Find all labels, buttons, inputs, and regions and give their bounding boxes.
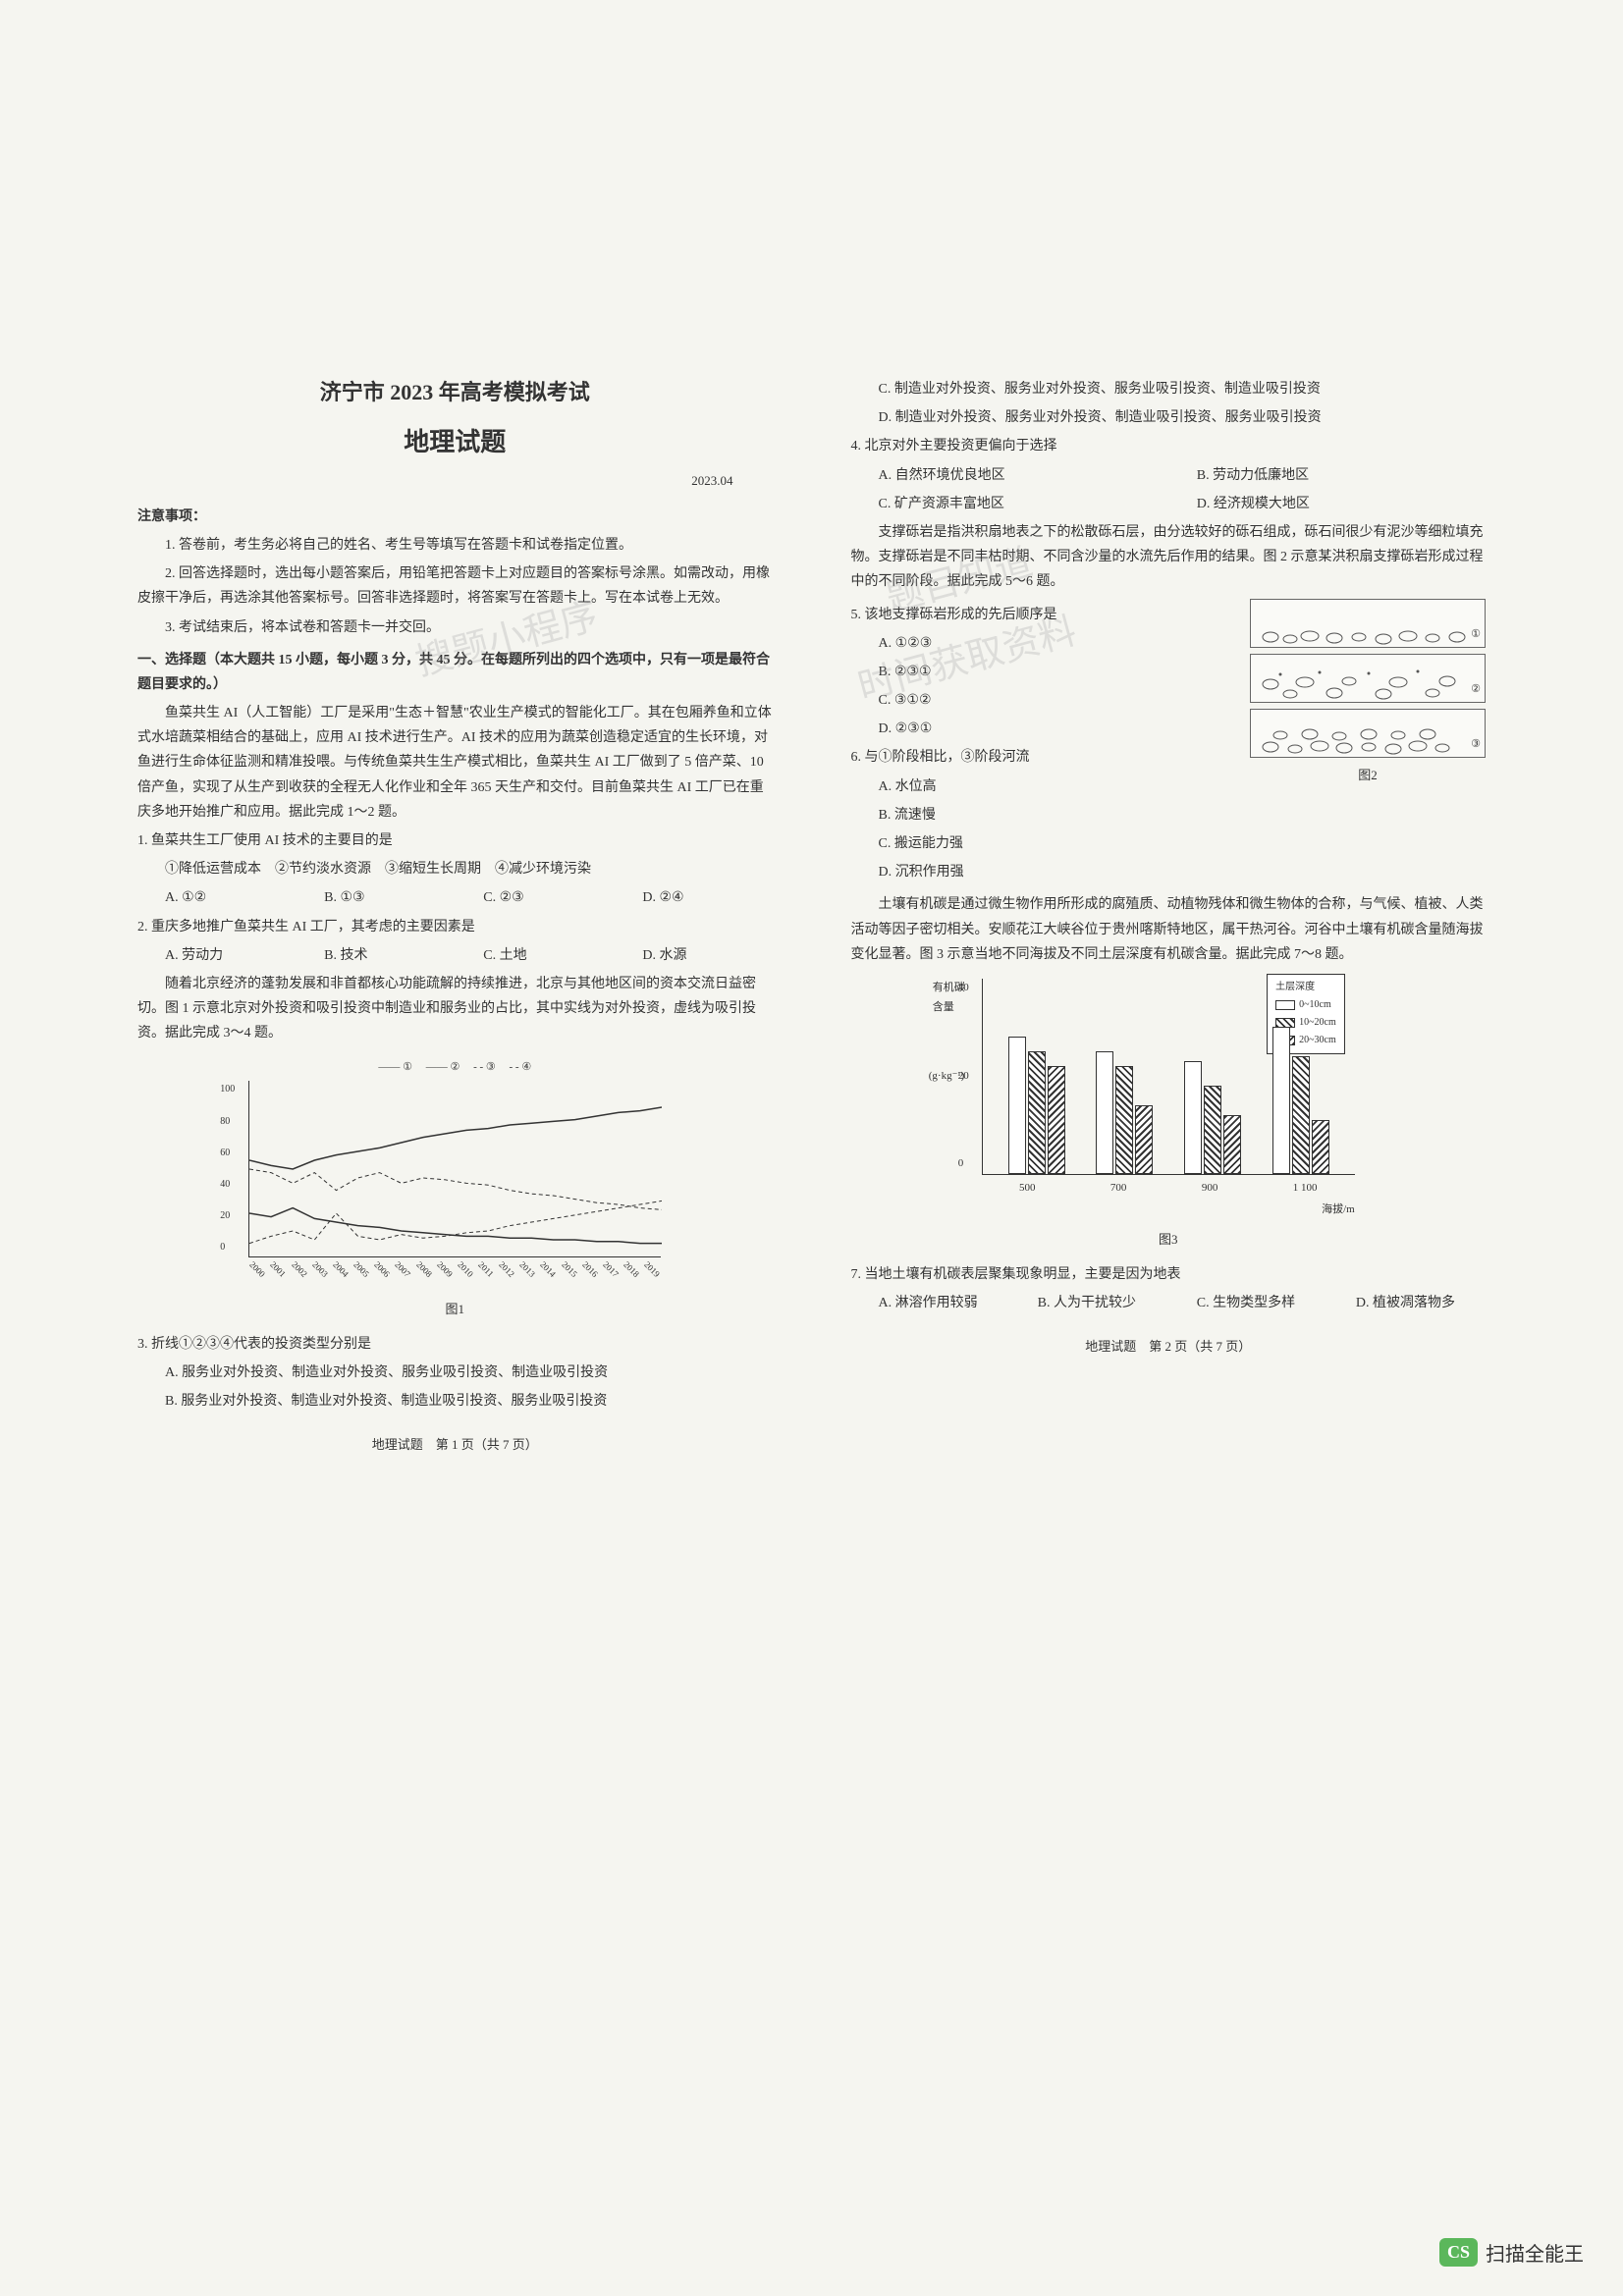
instructions-label: 注意事项：: [137, 505, 773, 529]
chart1-xaxis: 2000200120022003200420052006200720082009…: [248, 1261, 661, 1277]
chart3-plot: 40 20 0 (g·kg⁻¹): [982, 979, 1355, 1175]
chart3-caption: 图3: [982, 1228, 1355, 1251]
chart1-yaxis: 100 80 60 40 20 0: [220, 1081, 235, 1256]
q2-stem: 2. 重庆多地推广鱼菜共生 AI 工厂，其考虑的主要因素是: [137, 915, 773, 939]
instruction-item: 1. 答卷前，考生务必将自己的姓名、考生号等填写在答题卡和试卷指定位置。: [137, 533, 773, 558]
option-d: D. 植被凋落物多: [1356, 1291, 1486, 1315]
q7-options: A. 淋溶作用较弱 B. 人为干扰较少 C. 生物类型多样 D. 植被凋落物多: [851, 1291, 1487, 1315]
cs-icon: CS: [1439, 2238, 1478, 2267]
passage-text: 随着北京经济的蓬勃发展和非首都核心功能疏解的持续推进，北京与其他地区间的资本交流…: [137, 972, 773, 1046]
chart3-xlabel: 海拔/m: [982, 1201, 1355, 1220]
q4-options-1: A. 自然环境优良地区 B. 劳动力低廉地区: [851, 463, 1487, 488]
option-d: D. 沉积作用强: [851, 860, 1487, 884]
ytick: 0: [220, 1239, 235, 1256]
option-b: B. 人为干扰较少: [1038, 1291, 1167, 1315]
option-a: A. 淋溶作用较弱: [879, 1291, 1008, 1315]
chart1-plot: 100 80 60 40 20 0: [248, 1081, 661, 1257]
chart1-svg: [249, 1081, 662, 1257]
option-c: C. ②③: [483, 885, 613, 910]
option-b: B. 技术: [324, 943, 454, 968]
legend-item: —— ②: [426, 1061, 460, 1073]
section-heading: 一、选择题（本大题共 15 小题，每小题 3 分，共 45 分。在每题所列出的四…: [137, 648, 773, 697]
exam-date: 2023.04: [137, 469, 773, 492]
river-stage-3: 河面 河底 ③: [1250, 709, 1486, 758]
option-d: D. 水源: [642, 943, 772, 968]
passage-text: 支撑砾岩是指洪积扇地表之下的松散砾石层，由分选较好的砾石组成，砾石间很少有泥沙等…: [851, 520, 1487, 595]
legend-item: - - ④: [510, 1061, 532, 1073]
q1-stem: 1. 鱼菜共生工厂使用 AI 技术的主要目的是: [137, 828, 773, 853]
diagram2-caption: 图2: [1250, 764, 1486, 786]
legend-item: - - ③: [473, 1061, 496, 1073]
left-column: 济宁市 2023 年高考模拟考试 地理试题 2023.04 注意事项： 1. 答…: [137, 373, 773, 1457]
option-b: B. ①③: [324, 885, 454, 910]
stage-number: ②: [1471, 680, 1481, 700]
option-d: D. 经济规模大地区: [1197, 492, 1486, 516]
option-a: A. 劳动力: [165, 943, 295, 968]
option-a: A. 自然环境优良地区: [879, 463, 1167, 488]
q2-options: A. 劳动力 B. 技术 C. 土地 D. 水源: [137, 943, 773, 968]
page-footer: 地理试题 第 2 页（共 7 页）: [851, 1335, 1487, 1358]
instruction-item: 3. 考试结束后，将本试卷和答题卡一并交回。: [137, 615, 773, 640]
chart1-caption: 图1: [248, 1298, 661, 1320]
option-b: B. 劳动力低廉地区: [1197, 463, 1486, 488]
passage-text: 土壤有机碳是通过微生物作用所形成的腐殖质、动植物残体和微生物体的合称，与气候、植…: [851, 892, 1487, 967]
legend-item: —— ①: [378, 1061, 412, 1073]
ytick: 80: [220, 1113, 235, 1131]
ytick: 40: [958, 979, 969, 998]
option-d: D. ②④: [642, 885, 772, 910]
ytick: 0: [958, 1154, 969, 1174]
option-c: C. 生物类型多样: [1197, 1291, 1326, 1315]
diagram2: 河面 河底 ① 河面 河底 ②: [1250, 599, 1486, 786]
q4-options-2: C. 矿产资源丰富地区 D. 经济规模大地区: [851, 492, 1487, 516]
q7-stem: 7. 当地土壤有机碳表层聚集现象明显，主要是因为地表: [851, 1262, 1487, 1287]
chart1-container: —— ① —— ② - - ③ - - ④ 100 80 60 40 20 0: [248, 1058, 661, 1320]
right-column: C. 制造业对外投资、服务业对外投资、服务业吸引投资、制造业吸引投资 D. 制造…: [851, 373, 1487, 1457]
option-c: C. 搬运能力强: [851, 831, 1487, 856]
option-c: C. 矿产资源丰富地区: [879, 492, 1167, 516]
chart3-container: 有机碳含量 土层深度 0~10cm 10~20cm 20~30cm 40 20 …: [982, 979, 1355, 1251]
q1-opts-line: ①降低运营成本 ②节约淡水资源 ③缩短生长周期 ④减少环境污染: [137, 857, 773, 881]
river-stage-1: 河面 河底 ①: [1250, 599, 1486, 648]
stage-number: ①: [1471, 625, 1481, 645]
option-d: D. 制造业对外投资、服务业对外投资、制造业吸引投资、服务业吸引投资: [851, 405, 1487, 430]
option-b: B. 服务业对外投资、制造业对外投资、制造业吸引投资、服务业吸引投资: [137, 1389, 773, 1414]
stage-number: ③: [1471, 735, 1481, 755]
passage-text: 鱼菜共生 AI（人工智能）工厂是采用"生态＋智慧"农业生产模式的智能化工厂。其在…: [137, 701, 773, 825]
scanner-watermark: CS 扫描全能王: [1439, 2238, 1584, 2267]
option-c: C. 制造业对外投资、服务业对外投资、服务业吸引投资、制造业吸引投资: [851, 377, 1487, 401]
q1-options: A. ①② B. ①③ C. ②③ D. ②④: [137, 885, 773, 910]
river-stage-2: 河面 河底 ②: [1250, 654, 1486, 703]
chart1-legend: —— ① —— ② - - ③ - - ④: [248, 1058, 661, 1078]
option-c: C. 土地: [483, 943, 613, 968]
subject-title: 地理试题: [137, 420, 773, 466]
ytick: 100: [220, 1081, 235, 1098]
ytick: 60: [220, 1145, 235, 1162]
watermark-text: 扫描全能王: [1486, 2238, 1584, 2267]
chart3-xaxis: 5007009001 100: [982, 1179, 1355, 1199]
page-container: 济宁市 2023 年高考模拟考试 地理试题 2023.04 注意事项： 1. 答…: [0, 0, 1623, 1555]
exam-title: 济宁市 2023 年高考模拟考试: [137, 373, 773, 412]
option-a: A. 服务业对外投资、制造业对外投资、服务业吸引投资、制造业吸引投资: [137, 1361, 773, 1385]
ytick: 40: [220, 1176, 235, 1194]
q3-stem: 3. 折线①②③④代表的投资类型分别是: [137, 1332, 773, 1357]
page-footer: 地理试题 第 1 页（共 7 页）: [137, 1433, 773, 1456]
option-a: A. ①②: [165, 885, 295, 910]
chart3-yunit: (g·kg⁻¹): [929, 1067, 965, 1087]
q4-stem: 4. 北京对外主要投资更偏向于选择: [851, 434, 1487, 458]
option-b: B. 流速慢: [851, 803, 1487, 828]
instruction-item: 2. 回答选择题时，选出每小题答案后，用铅笔把答题卡上对应题目的答案标号涂黑。如…: [137, 561, 773, 611]
ytick: 20: [220, 1207, 235, 1225]
